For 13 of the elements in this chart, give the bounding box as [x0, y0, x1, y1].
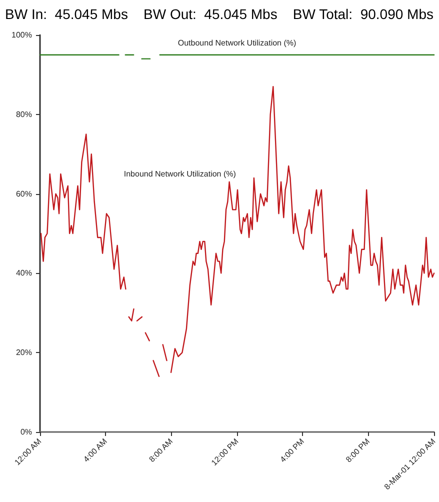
chart-title: BW In: 45.045 Mbs BW Out: 45.045 Mbs BW Total: 90.090 Mbs	[5, 6, 434, 22]
x-tick-label: 4:00 AM	[82, 436, 109, 464]
x-tick-label: 4:00 PM	[278, 436, 306, 464]
annotation: Outbound Network Utilization (%)	[178, 38, 296, 48]
x-tick-label: 8:00 PM	[344, 436, 372, 464]
y-tick-label: 40%	[16, 268, 32, 278]
annotation: Inbound Network Utilization (%)	[124, 169, 236, 178]
y-tick-label: 0%	[20, 428, 32, 436]
y-tick-label: 100%	[12, 30, 32, 40]
x-tick-label: 8:00 AM	[147, 436, 175, 464]
y-tick-label: 20%	[16, 348, 32, 358]
y-tick-label: 60%	[16, 189, 32, 198]
y-tick-label: 80%	[16, 110, 32, 119]
